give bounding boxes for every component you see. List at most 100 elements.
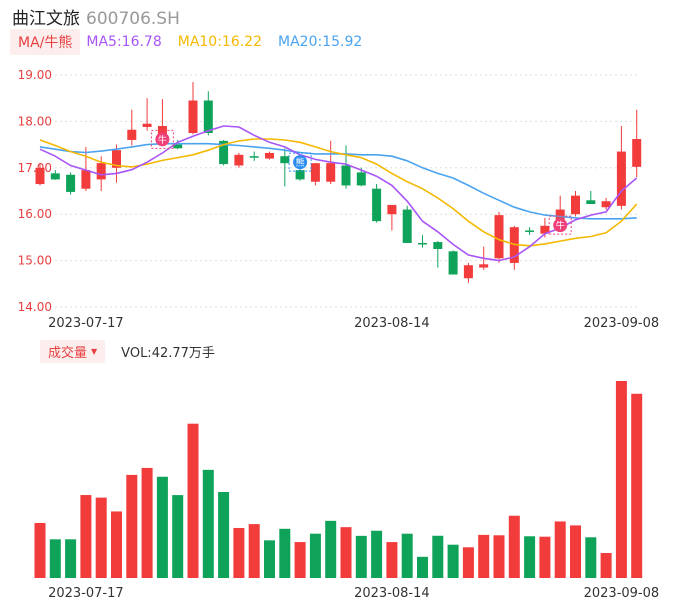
x-tick-label: 2023-07-17	[48, 316, 124, 331]
volume-bar	[111, 511, 122, 578]
volume-bar	[156, 476, 168, 578]
candle-body	[96, 163, 106, 180]
volume-x-tick-label: 2023-09-08	[584, 586, 660, 601]
volume-bar	[95, 497, 107, 578]
stock-title: 曲江文旅 600706.SH	[12, 4, 180, 29]
candle-body	[35, 167, 45, 185]
volume-bar	[279, 528, 291, 578]
volume-bar	[462, 547, 474, 578]
volume-bar	[233, 527, 245, 578]
candle-body	[601, 201, 611, 208]
candle-body	[310, 163, 320, 182]
volume-bar	[539, 536, 551, 578]
ma10-label: MA10:16.22	[177, 34, 263, 50]
volume-bar	[432, 535, 444, 578]
bull-marker: 牛	[548, 215, 572, 235]
volume-toggle-label: 成交量	[48, 345, 88, 361]
x-tick-label: 2023-09-08	[584, 316, 660, 331]
volume-bar	[386, 542, 398, 578]
volume-bar	[126, 474, 138, 578]
volume-bar	[493, 535, 505, 578]
volume-bar	[554, 521, 566, 578]
candle-body	[81, 170, 91, 189]
marker-badge	[553, 218, 568, 233]
volume-bar	[141, 467, 153, 578]
candle-body	[418, 242, 427, 245]
candle-body	[402, 209, 412, 243]
volume-bar	[309, 533, 321, 578]
candle-body	[112, 150, 121, 168]
candle-body	[433, 242, 443, 249]
volume-bar	[524, 536, 536, 578]
candle-body	[586, 200, 596, 204]
volume-bar	[355, 535, 367, 578]
volume-bar	[340, 527, 352, 578]
marker-badge	[293, 155, 308, 170]
candle-body	[616, 151, 626, 206]
candle-body	[265, 152, 274, 159]
candle-body	[341, 165, 351, 186]
marker-label: 牛	[158, 134, 167, 146]
volume-bar	[202, 469, 214, 578]
candle-body	[249, 156, 259, 158]
marker-label: 牛	[556, 220, 565, 232]
candle-body	[571, 195, 580, 215]
volume-bar	[585, 537, 597, 578]
volume-bar	[34, 522, 46, 578]
volume-value: VOL:42.77万手	[121, 345, 215, 361]
candle-body	[479, 264, 489, 268]
ma-legend: MA/牛熊 MA5:16.78 MA10:16.22 MA20:15.92	[10, 29, 378, 55]
y-tick-label: 14.00	[18, 300, 52, 314]
candle-body	[66, 174, 76, 192]
candle-body	[372, 188, 382, 222]
y-tick-label: 17.00	[18, 161, 52, 175]
stock-name: 曲江文旅	[12, 9, 80, 29]
volume-bar	[447, 544, 459, 578]
candle-body	[540, 225, 550, 234]
ma5-label: MA5:16.78	[86, 34, 162, 50]
volume-bar	[172, 495, 184, 578]
candle-body	[525, 230, 535, 232]
volume-toggle-button[interactable]: 成交量 ▼	[40, 339, 106, 363]
bear-marker: 熊	[288, 152, 312, 172]
volume-bar	[187, 423, 199, 578]
candle-body	[463, 265, 473, 279]
volume-bar	[631, 393, 643, 578]
volume-x-tick-label: 2023-08-14	[354, 586, 430, 601]
volume-bar	[264, 540, 275, 578]
y-tick-label: 15.00	[18, 254, 52, 268]
candle-body	[295, 170, 305, 180]
candle-body	[173, 144, 183, 149]
candle-body	[494, 215, 504, 259]
candle-body	[203, 100, 213, 133]
candle-body	[280, 156, 290, 164]
candle-body	[188, 100, 198, 133]
volume-x-tick-label: 2023-07-17	[48, 586, 124, 601]
volume-bar	[80, 495, 92, 578]
y-tick-label: 18.00	[18, 114, 52, 128]
candle-body	[50, 173, 60, 180]
volume-bar	[417, 556, 428, 578]
stock-code: 600706.SH	[86, 9, 180, 29]
candle-body	[219, 140, 229, 165]
ma5-line	[39, 125, 638, 262]
candle-body	[632, 139, 642, 167]
volume-bar	[65, 539, 77, 578]
ma20-label: MA20:15.92	[278, 34, 363, 50]
candle-body	[326, 163, 336, 182]
volume-bar	[508, 515, 520, 578]
candle-body	[157, 126, 167, 136]
candle-body	[234, 154, 244, 166]
candle-body	[448, 251, 458, 275]
volume-legend: 成交量 ▼ VOL:42.77万手	[40, 339, 215, 363]
marker-label: 熊	[296, 157, 305, 169]
candle-body	[555, 209, 565, 222]
volume-bar	[401, 533, 413, 578]
volume-bar	[49, 539, 61, 578]
y-tick-label: 16.00	[18, 207, 52, 221]
x-tick-label: 2023-08-14	[354, 316, 430, 331]
ma-toggle-button[interactable]: MA/牛熊	[10, 29, 81, 55]
volume-bar	[570, 525, 581, 578]
volume-bar	[248, 524, 260, 578]
